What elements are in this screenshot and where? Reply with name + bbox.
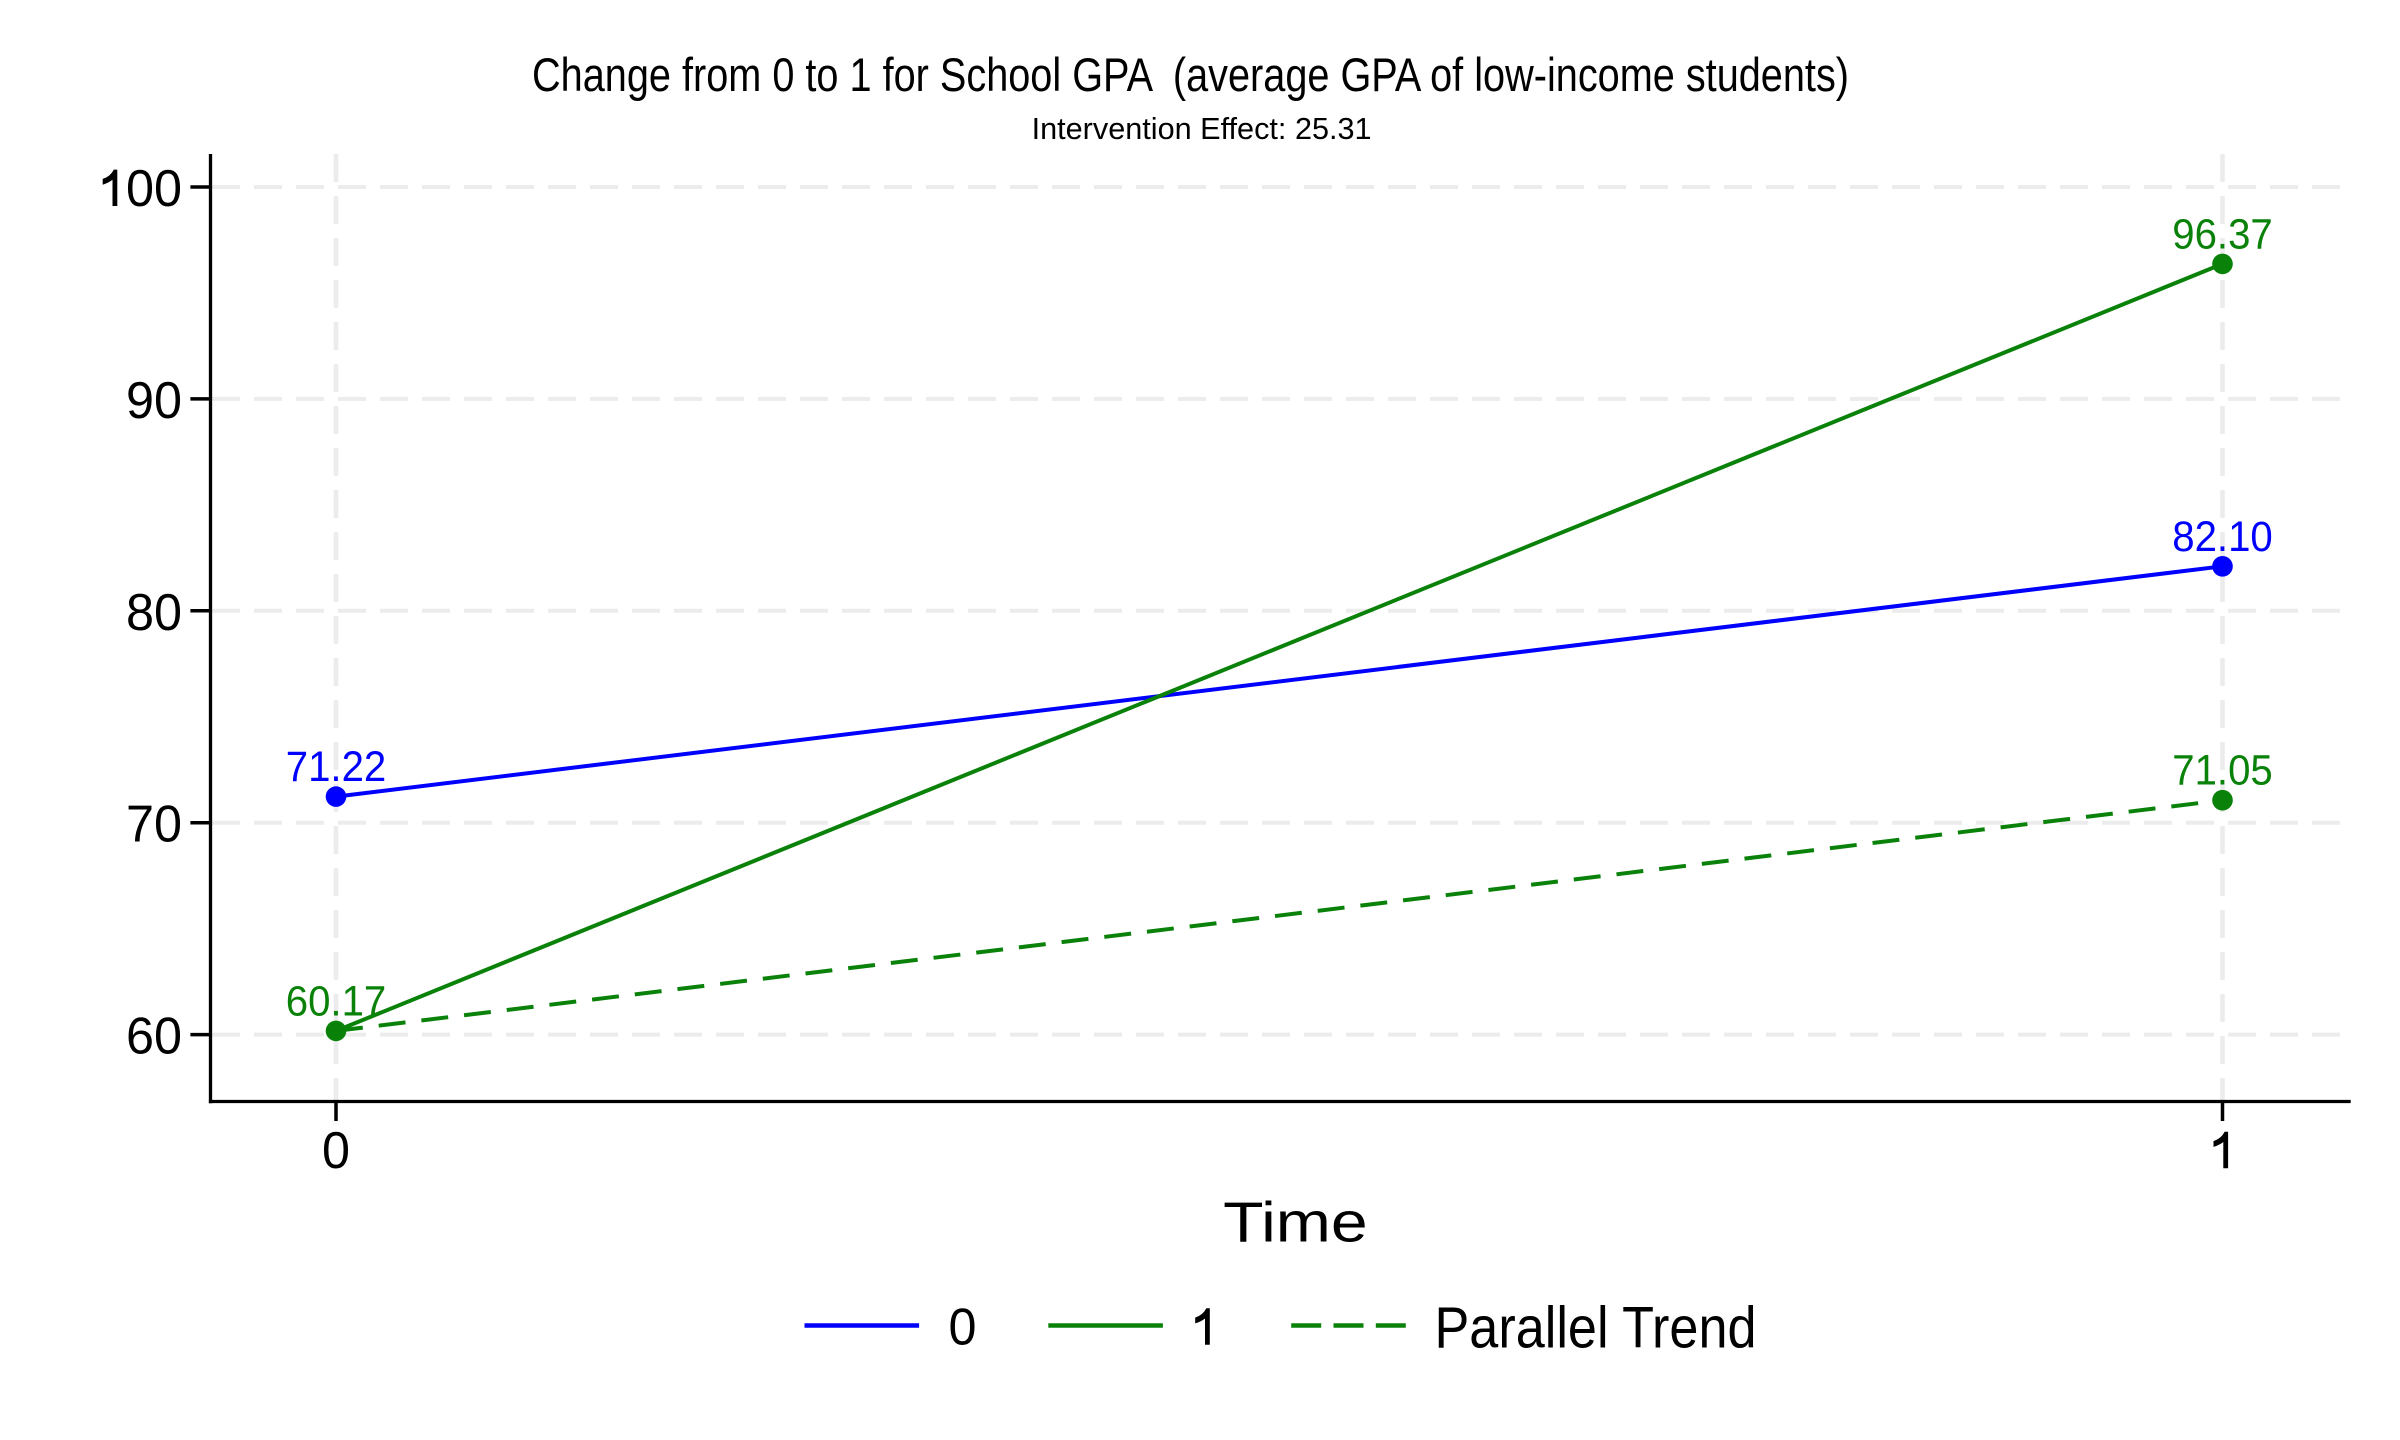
svg-text:60: 60 xyxy=(126,1007,182,1065)
svg-text:60.17: 60.17 xyxy=(286,977,387,1025)
svg-text:Time: Time xyxy=(1223,1190,1368,1253)
svg-text:70: 70 xyxy=(126,795,182,853)
svg-text:00: 00 xyxy=(126,159,182,217)
svg-text:0: 0 xyxy=(949,1298,977,1356)
svg-text:82.10: 82.10 xyxy=(2172,513,2273,561)
svg-text:0: 0 xyxy=(322,1121,350,1179)
svg-text:Intervention Effect: 25.31: Intervention Effect: 25.31 xyxy=(1032,111,1372,146)
svg-text:71.05: 71.05 xyxy=(2172,747,2273,795)
svg-text:71.22: 71.22 xyxy=(286,743,387,791)
svg-text:Parallel Trend: Parallel Trend xyxy=(1435,1296,1757,1361)
svg-text:80: 80 xyxy=(126,583,182,641)
svg-text:Change from 0 to 1 for School: Change from 0 to 1 for School GPA (avera… xyxy=(532,48,1849,101)
svg-text:90: 90 xyxy=(126,371,182,429)
svg-text:96.37: 96.37 xyxy=(2172,210,2273,258)
